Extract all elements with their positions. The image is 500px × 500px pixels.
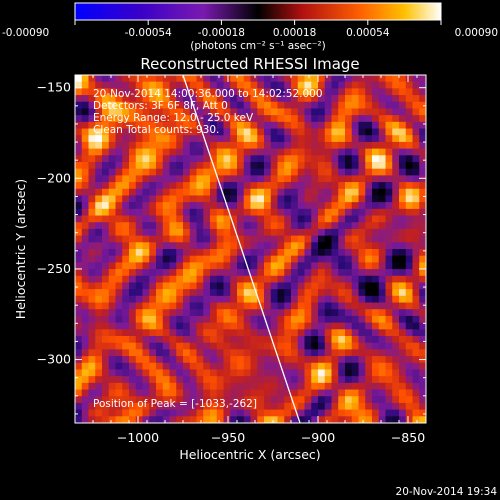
x-axis-label: Heliocentric X (arcsec) — [179, 447, 320, 462]
annotation-time-range: 20-Nov-2014 14:00:36.000 to 14:02:52.000 — [93, 88, 323, 100]
colorbar-tick-label: 0.00018 — [273, 27, 316, 39]
y-axis-label: Heliocentric Y (arcsec) — [13, 179, 28, 319]
colorbar-ticks: -0.00090 -0.00054 -0.00018 0.00018 0.00054 0.… — [2, 20, 498, 39]
solar-limb-line — [182, 75, 301, 423]
colorbar-tick-label: -0.00090 — [2, 27, 49, 39]
plot-frame — [74, 74, 427, 424]
plot-title: Reconstructed RHESSI Image — [140, 55, 359, 73]
colorbar-units: (photons cm⁻² s⁻¹ asec⁻²) — [190, 40, 325, 52]
colorbar-tick-label: 0.00054 — [346, 27, 390, 39]
colorbar-tick-label: -0.00018 — [198, 27, 245, 39]
footer-timestamp: 20-Nov-2014 19:34 — [396, 486, 498, 498]
x-tick-label: −1000 — [117, 430, 159, 445]
heatmap-image — [75, 75, 426, 423]
axis-ticks: −1000 −950 −900 −850 −150 −200 −250 −300 — [37, 75, 426, 445]
annotation-energy-range: Energy Range: 12.0 - 25.0 keV — [93, 112, 254, 124]
annotation-detectors: Detectors: 3F 6F 8F, Att 0 — [93, 100, 228, 112]
x-tick-label: −850 — [391, 430, 425, 445]
x-tick-label: −950 — [211, 430, 245, 445]
y-tick-label: −250 — [37, 261, 71, 276]
annotation-block: 20-Nov-2014 14:00:36.000 to 14:02:52.000… — [93, 88, 323, 136]
colorbar-tick-label: 0.00090 — [455, 27, 498, 39]
colorbar-tick-label: -0.00054 — [125, 27, 173, 39]
annotation-counts: Clean Total counts: 930. — [93, 124, 219, 136]
y-tick-label: −300 — [37, 352, 71, 367]
peak-position-label: Position of Peak = [-1033,-262] — [93, 398, 257, 410]
x-tick-label: −900 — [301, 430, 335, 445]
colorbar-gradient — [74, 2, 442, 21]
colorbar: -0.00090 -0.00054 -0.00018 0.00018 0.00054 0.… — [2, 2, 498, 52]
y-tick-label: −150 — [37, 80, 71, 95]
y-tick-label: −200 — [37, 170, 71, 185]
